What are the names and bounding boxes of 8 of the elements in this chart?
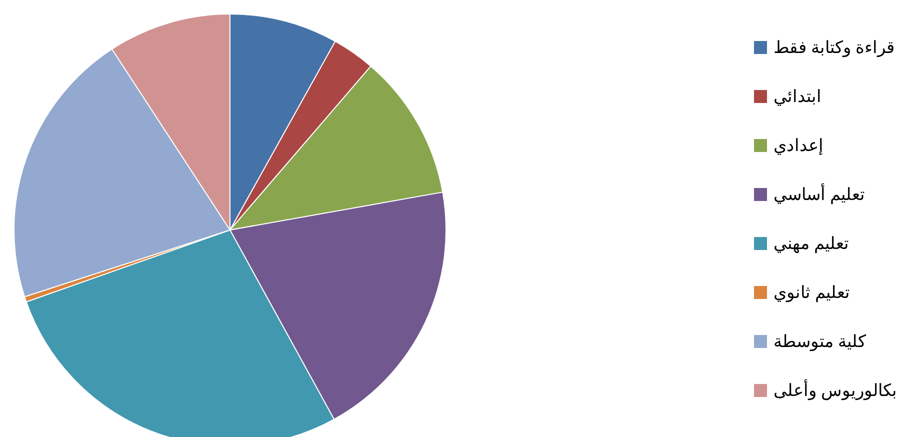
legend-label: كلية متوسطة xyxy=(773,330,866,352)
legend-label: إعدادي xyxy=(773,134,824,156)
legend-label: قراءة وكتابة فقط xyxy=(773,36,895,58)
legend-label: تعليم أساسي xyxy=(773,184,865,204)
legend-label: تعليم مهني xyxy=(773,232,849,254)
legend-label: تعليم ثانوي xyxy=(773,282,850,302)
legend-label: بكالوريوس وأعلى xyxy=(773,380,897,400)
legend-label: ابتدائي xyxy=(773,86,822,106)
